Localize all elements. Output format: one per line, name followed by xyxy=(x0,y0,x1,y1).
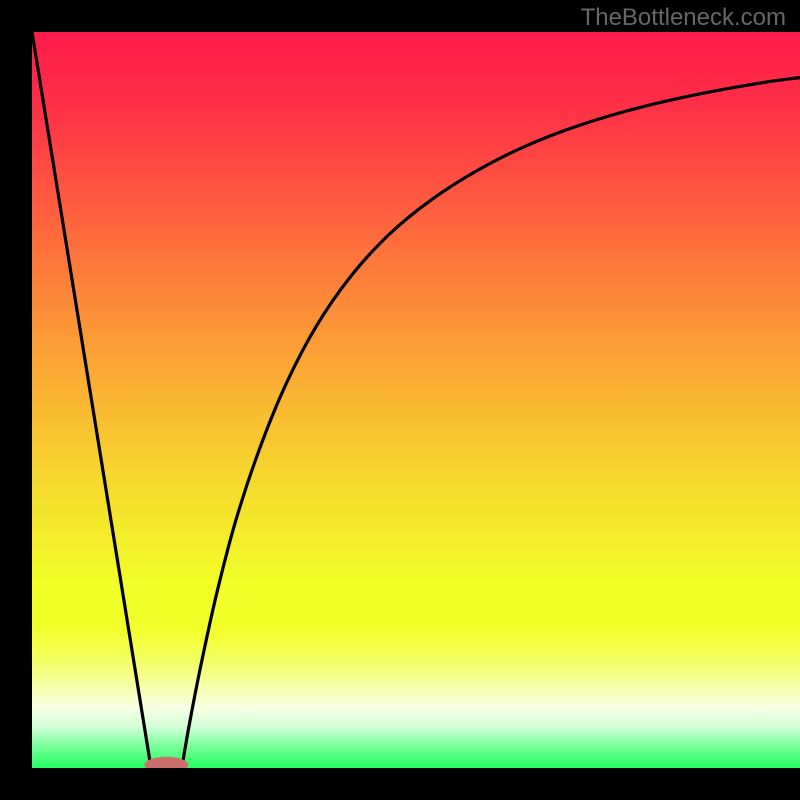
chart-container: TheBottleneck.com xyxy=(0,0,800,800)
right-rising-curve xyxy=(182,78,800,768)
curve-layer xyxy=(32,32,800,768)
watermark-text: TheBottleneck.com xyxy=(581,4,786,32)
left-descent-line xyxy=(32,32,151,768)
plot-area xyxy=(32,32,800,768)
